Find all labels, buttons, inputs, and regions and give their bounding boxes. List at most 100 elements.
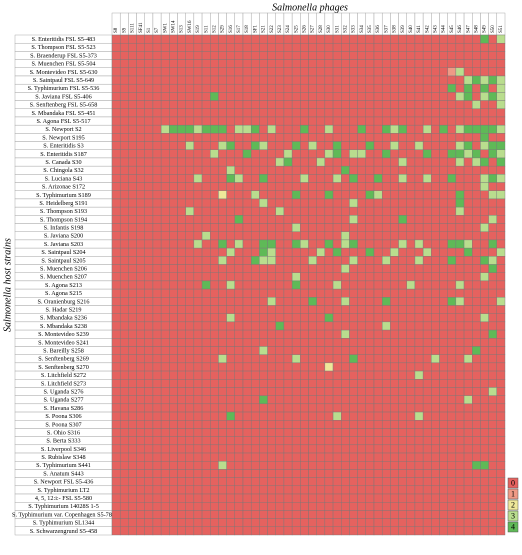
heatmap-cell bbox=[291, 223, 301, 232]
heatmap-cell bbox=[406, 420, 416, 429]
heatmap-cell bbox=[193, 149, 203, 159]
heatmap-cell bbox=[259, 510, 268, 519]
heatmap-cell bbox=[480, 411, 489, 421]
heatmap-cell bbox=[226, 518, 236, 528]
heatmap-cell bbox=[439, 165, 448, 175]
heatmap-cell bbox=[275, 329, 285, 339]
heatmap-cell bbox=[259, 502, 268, 511]
heatmap-cell bbox=[169, 141, 178, 150]
heatmap-cell bbox=[177, 256, 186, 265]
heatmap-cell bbox=[169, 223, 178, 232]
row-label: S. Montevideo S241 bbox=[38, 339, 89, 346]
heatmap-cell bbox=[210, 321, 219, 331]
column-label: S28 bbox=[319, 25, 324, 33]
heatmap-cell bbox=[406, 452, 416, 462]
heatmap-cell bbox=[488, 239, 498, 249]
heatmap-cell bbox=[119, 510, 129, 519]
heatmap-cell bbox=[316, 477, 326, 487]
heatmap-cell bbox=[275, 157, 285, 167]
heatmap-cell bbox=[283, 51, 293, 60]
heatmap-cell bbox=[341, 395, 350, 405]
heatmap-cell bbox=[414, 379, 424, 388]
heatmap-cell bbox=[275, 444, 285, 454]
heatmap-cell bbox=[332, 247, 342, 257]
heatmap-cell bbox=[349, 510, 358, 519]
heatmap-cell bbox=[250, 182, 260, 191]
heatmap-cell bbox=[447, 485, 457, 495]
heatmap-cell bbox=[210, 124, 219, 134]
heatmap-cell bbox=[201, 297, 211, 306]
heatmap-cell bbox=[447, 297, 457, 306]
heatmap-cell bbox=[447, 190, 457, 200]
heatmap-cell bbox=[463, 108, 473, 118]
heatmap-cell bbox=[398, 461, 407, 470]
heatmap-cell bbox=[275, 362, 285, 372]
heatmap-cell bbox=[365, 395, 375, 405]
heatmap-cell bbox=[267, 387, 276, 396]
heatmap-cell bbox=[291, 42, 301, 52]
heatmap-cell bbox=[455, 133, 465, 142]
heatmap-cell bbox=[128, 256, 137, 265]
heatmap-cell bbox=[169, 346, 178, 355]
heatmap-cell bbox=[128, 469, 137, 478]
heatmap-cell bbox=[119, 370, 129, 380]
heatmap-cell bbox=[406, 182, 416, 191]
heatmap-cell bbox=[144, 272, 154, 282]
heatmap-cell bbox=[324, 272, 334, 282]
heatmap-cell bbox=[234, 428, 244, 437]
column-label: S50 bbox=[491, 25, 496, 33]
heatmap-cell bbox=[111, 313, 121, 323]
heatmap-cell bbox=[463, 231, 473, 241]
heatmap-cell bbox=[406, 469, 416, 478]
heatmap-cell bbox=[152, 387, 162, 396]
heatmap-cell bbox=[480, 329, 489, 339]
heatmap-cell bbox=[439, 149, 448, 159]
heatmap-cell bbox=[406, 370, 416, 380]
heatmap-cell bbox=[250, 239, 260, 249]
heatmap-cell bbox=[242, 469, 252, 478]
heatmap-cell bbox=[357, 510, 367, 519]
heatmap-cell bbox=[455, 247, 465, 257]
heatmap-cell bbox=[201, 215, 211, 224]
heatmap-cell bbox=[275, 518, 285, 528]
heatmap-cell bbox=[144, 231, 154, 241]
heatmap-cell bbox=[439, 346, 448, 355]
heatmap-cell bbox=[234, 264, 244, 273]
heatmap-cell bbox=[291, 288, 301, 298]
heatmap-cell bbox=[267, 370, 276, 380]
heatmap-cell bbox=[480, 436, 489, 446]
heatmap-cell bbox=[111, 34, 121, 44]
heatmap-cell bbox=[234, 469, 244, 478]
heatmap-cell bbox=[226, 116, 236, 126]
heatmap-cell bbox=[390, 231, 399, 241]
heatmap-cell bbox=[373, 518, 383, 528]
heatmap-cell bbox=[447, 133, 457, 142]
heatmap-cell bbox=[144, 510, 154, 519]
heatmap-cell bbox=[136, 215, 145, 224]
heatmap-cell bbox=[455, 477, 465, 487]
heatmap-cell bbox=[152, 329, 162, 339]
heatmap-cell bbox=[128, 198, 137, 208]
heatmap-cell bbox=[242, 518, 252, 528]
heatmap-cell bbox=[349, 75, 358, 85]
heatmap-cell bbox=[341, 182, 350, 191]
heatmap-cell bbox=[472, 116, 481, 126]
heatmap-cell bbox=[472, 288, 481, 298]
heatmap-cell bbox=[152, 321, 162, 331]
heatmap-cell bbox=[283, 502, 293, 511]
heatmap-cell bbox=[414, 165, 424, 175]
heatmap-cell bbox=[472, 75, 481, 85]
heatmap-cell bbox=[381, 428, 391, 437]
heatmap-cell bbox=[160, 272, 170, 282]
heatmap-cell bbox=[324, 206, 334, 216]
heatmap-cell bbox=[144, 157, 154, 167]
heatmap-cell bbox=[398, 223, 407, 232]
heatmap-cell bbox=[496, 215, 506, 224]
heatmap-cell bbox=[349, 108, 358, 118]
heatmap-cell bbox=[210, 42, 219, 52]
heatmap-cell bbox=[144, 75, 154, 85]
heatmap-cell bbox=[496, 141, 506, 150]
heatmap-cell bbox=[226, 239, 236, 249]
heatmap-cell bbox=[381, 387, 391, 396]
heatmap-cell bbox=[160, 83, 170, 93]
